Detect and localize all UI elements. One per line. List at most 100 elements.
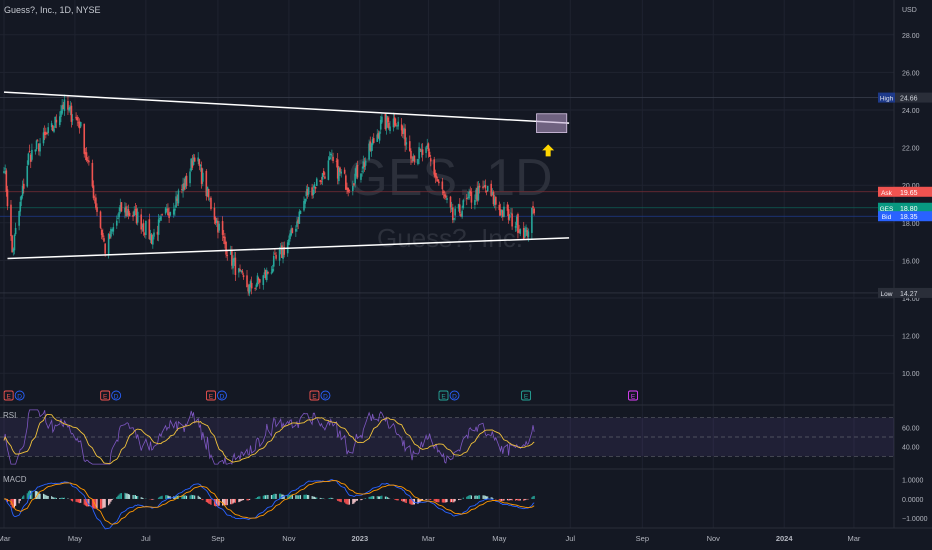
candle-body: [454, 208, 456, 216]
candle-body: [69, 106, 72, 110]
candle-body: [370, 143, 373, 152]
time-tick-label: Jul: [141, 534, 151, 543]
candle-body: [445, 195, 447, 198]
candle-body: [11, 235, 13, 253]
earnings-label: E: [631, 393, 636, 400]
candle-body: [70, 105, 73, 122]
candle-body: [217, 221, 219, 233]
candle-body: [103, 238, 105, 242]
candle-body: [184, 176, 187, 188]
bid-tag-label: Bid: [882, 214, 892, 221]
price-tick-label: 16.00: [902, 258, 920, 265]
candle-body: [411, 160, 413, 162]
candle-body: [353, 183, 355, 186]
candle-body: [61, 105, 63, 114]
candle-body: [328, 157, 331, 161]
time-axis[interactable]: Mar May Jul Sep Nov 2023 Mar May Jul Sep Nov 2024 Ma…: [0, 534, 861, 543]
candle-body: [140, 214, 143, 230]
candle-body: [141, 225, 144, 227]
candle-body: [20, 195, 23, 201]
candle-body: [199, 164, 202, 167]
last-tag-bg: [895, 202, 932, 213]
candle-body: [225, 241, 227, 255]
candle-body: [246, 275, 248, 288]
candle-body: [128, 212, 131, 217]
candle-body: [254, 288, 256, 289]
candle-body: [376, 134, 379, 142]
time-tick-label: 2023: [351, 534, 368, 543]
candle-body: [283, 246, 286, 255]
candle-body: [296, 221, 298, 227]
rsi-label: RSI: [3, 411, 16, 420]
time-tick-label: Mar: [0, 534, 11, 543]
candle-body: [332, 156, 334, 161]
candle-body: [428, 151, 431, 157]
dividend-label: D: [114, 393, 119, 400]
price-tick-label: 18.00: [902, 221, 920, 228]
candle-body: [385, 115, 388, 129]
candle-body: [393, 117, 396, 126]
candle-body: [183, 183, 186, 190]
candle-body: [483, 186, 486, 187]
candle-body: [107, 233, 110, 255]
candle-body: [288, 239, 290, 246]
candle-body: [291, 228, 294, 234]
time-tick-label: Nov: [707, 534, 721, 543]
candle-body: [492, 191, 495, 205]
candle-body: [465, 198, 468, 199]
earnings-label: E: [441, 393, 446, 400]
candle-body: [503, 206, 505, 217]
last-tag-label: GES: [880, 206, 894, 213]
candle-body: [405, 142, 408, 145]
candle-body: [19, 201, 22, 212]
candle-body: [347, 187, 349, 193]
drawings[interactable]: [3, 91, 570, 260]
rsi-panel: [0, 409, 894, 465]
candle-body: [189, 171, 191, 184]
candle-body: [250, 282, 253, 289]
candle-body: [181, 188, 183, 190]
price-tick-label: 22.00: [902, 146, 920, 153]
candle-body: [475, 189, 477, 200]
candle-body: [100, 229, 103, 236]
candle-body: [395, 123, 397, 127]
candle-body: [26, 165, 29, 187]
candle-body: [327, 160, 330, 180]
candle-body: [168, 213, 170, 218]
candle-body: [238, 268, 240, 273]
candle-body: [149, 233, 152, 241]
candle-body: [478, 185, 481, 188]
price-tick-label: 14.00: [902, 296, 920, 303]
price-tick-label: 10.00: [902, 371, 920, 378]
bid-tag-value: 18.35: [900, 214, 918, 221]
candle-body: [126, 210, 129, 216]
macd-tick-label: −1.0000: [902, 516, 928, 523]
candle-body: [59, 116, 61, 126]
earnings-marker: [438, 390, 449, 401]
candle-body: [295, 228, 297, 232]
candle-body: [484, 184, 487, 189]
candle-body: [143, 233, 146, 235]
earnings-marker: [100, 390, 111, 401]
candle-body: [218, 223, 220, 231]
price-axis[interactable]: 28.00 26.00 24.00 22.00 20.00 18.00 16.00 14.00…: [902, 33, 920, 378]
candle-body: [524, 229, 526, 238]
candle-body: [511, 213, 513, 227]
candle-body: [307, 187, 310, 195]
macd-line: [3, 479, 535, 530]
candle-body: [78, 121, 81, 129]
candle-body: [256, 275, 259, 286]
macd-tick-label: 1.0000: [902, 478, 924, 485]
candle-body: [281, 245, 283, 258]
candle-body: [210, 197, 212, 209]
candle-body: [438, 181, 440, 184]
candle-body: [314, 186, 317, 189]
candle-body: [321, 173, 324, 180]
high-tag-value: 24.66: [900, 96, 918, 103]
candle-body: [127, 209, 130, 216]
candle-body: [352, 185, 354, 191]
candle-body: [125, 206, 127, 216]
candle-body: [306, 188, 309, 196]
